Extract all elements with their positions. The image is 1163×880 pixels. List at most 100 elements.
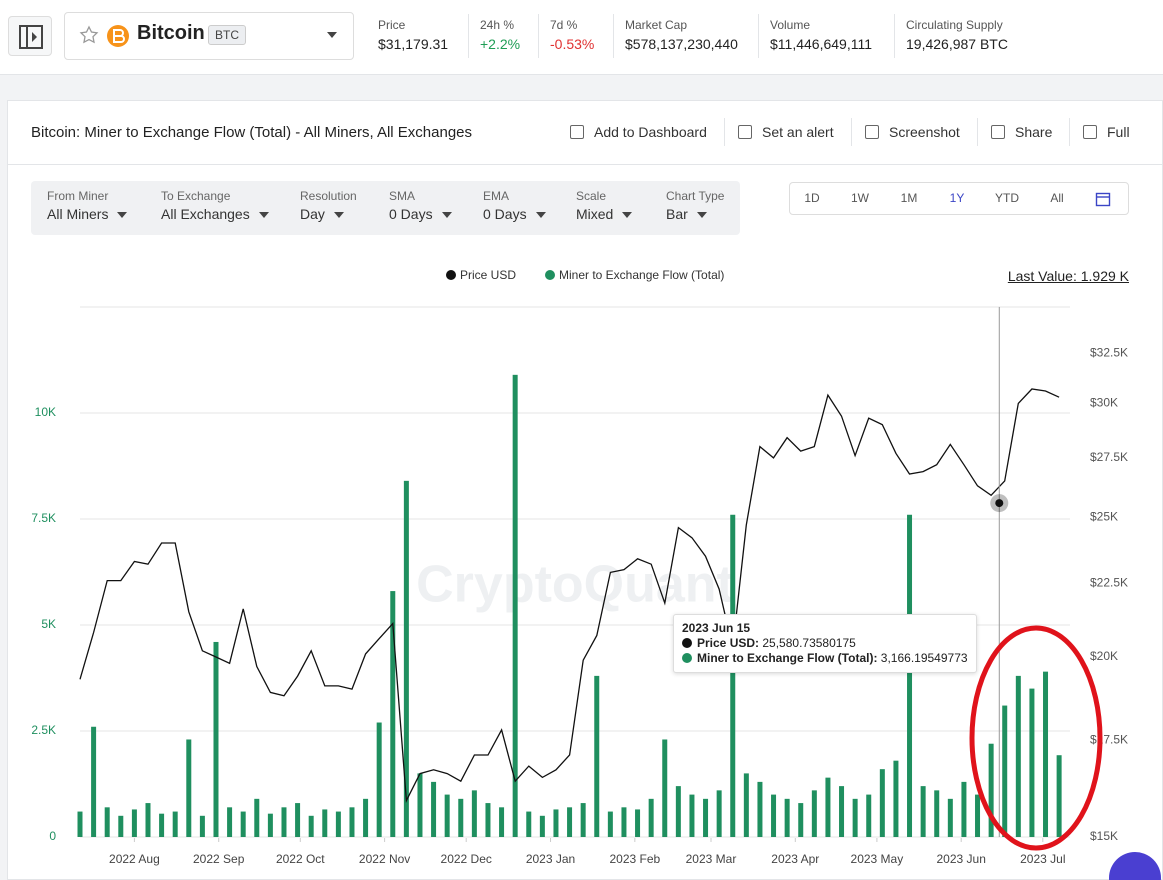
filter-value: Bar <box>666 206 724 222</box>
range-button[interactable]: 1D <box>804 191 820 205</box>
filter[interactable]: Resolution Day <box>300 189 357 222</box>
stat-label: Price <box>378 18 406 32</box>
filter-label: From Miner <box>47 189 109 203</box>
range-button[interactable]: YTD <box>995 191 1019 205</box>
stat-value: 19,426,987 BTC <box>906 36 1008 52</box>
bar <box>308 815 314 837</box>
action-button[interactable]: Share <box>1015 124 1053 140</box>
icon <box>19 25 43 49</box>
filter[interactable]: EMA 0 Days <box>483 189 546 222</box>
bar <box>947 798 953 837</box>
tooltip-date: 2023 Jun 15 <box>682 621 751 635</box>
range-picker <box>789 182 1129 215</box>
bar <box>580 803 586 837</box>
last-value[interactable]: Last Value: 1.929 K <box>1007 268 1129 284</box>
calendar-icon[interactable] <box>1095 191 1111 207</box>
divider <box>7 164 1163 165</box>
separator <box>894 14 895 58</box>
stat-label: 7d % <box>550 18 578 32</box>
filter-label: To Exchange <box>161 189 231 203</box>
watermark: CryptoQuant <box>416 556 734 614</box>
bar <box>757 781 763 837</box>
bar <box>811 790 817 837</box>
y2-tick-label: $15K <box>1090 829 1118 843</box>
bar <box>104 807 110 837</box>
action-button[interactable]: Set an alert <box>762 124 834 140</box>
bar <box>458 798 464 837</box>
filter-value: All Exchanges <box>161 206 269 222</box>
bar <box>444 794 450 837</box>
bar <box>839 786 845 837</box>
top-bar: Bitcoin BTC Price $31,179.31 24h % +2.2% 7d … <box>0 0 1163 75</box>
filter[interactable]: SMA 0 Days <box>389 189 452 222</box>
dot <box>682 638 692 648</box>
stat-value: $578,137,230,440 <box>625 36 738 52</box>
coin-selector[interactable] <box>64 12 354 60</box>
stat: 24h % +2.2% <box>480 18 520 52</box>
bar <box>240 811 246 837</box>
filter-label: Chart Type <box>666 189 725 203</box>
filter[interactable]: To Exchange All Exchanges <box>161 189 269 222</box>
sidebar-toggle[interactable] <box>8 16 52 56</box>
y-tick-label: 0 <box>49 829 56 843</box>
tooltip-name: Miner to Exchange Flow (Total) <box>697 651 877 665</box>
x-tick-label: 2023 Feb <box>609 852 660 866</box>
bar <box>118 815 124 837</box>
bar <box>879 769 885 837</box>
separator <box>538 14 539 58</box>
bar <box>730 514 736 837</box>
bar <box>526 811 532 837</box>
stat-label: Volume <box>770 18 811 32</box>
stat-value: +2.2% <box>480 36 521 52</box>
coin-name: Bitcoin <box>137 22 205 44</box>
y2-tick-label: $17.5K <box>1090 733 1128 747</box>
legend-dot <box>446 270 456 280</box>
x-tick-label: 2023 Jul <box>1020 852 1065 866</box>
bar <box>159 813 165 837</box>
bar <box>920 786 926 837</box>
range-button[interactable]: 1W <box>851 191 869 205</box>
range-button[interactable]: 1Y <box>949 191 965 205</box>
filter-label: SMA <box>389 189 416 203</box>
stat: Circulating Supply 19,426,987 BTC <box>906 18 1008 52</box>
stat-value: $31,179.31 <box>378 36 449 52</box>
tooltip-row: Price USD 25,580.73580175 <box>682 636 968 651</box>
bar <box>471 790 477 837</box>
coin-symbol: BTC <box>208 25 246 45</box>
filter[interactable]: Scale Mixed <box>576 189 632 222</box>
y2-tick-label: $20K <box>1090 649 1118 663</box>
icon <box>79 25 337 47</box>
action-button[interactable]: Full <box>1107 124 1130 140</box>
legend-dot <box>545 270 555 280</box>
bar <box>1029 688 1035 837</box>
bar <box>281 807 287 837</box>
bar <box>403 480 409 837</box>
bar <box>662 739 668 837</box>
filter-value: All Miners <box>47 206 127 222</box>
action-button[interactable]: Screenshot <box>889 124 960 140</box>
bar <box>648 798 654 837</box>
bar <box>131 809 137 837</box>
legend-label: Price USD <box>460 268 516 282</box>
filter[interactable]: From Miner All Miners <box>47 189 127 222</box>
bar <box>172 811 178 837</box>
filter-value: Day <box>300 206 357 222</box>
filter[interactable]: Chart Type Bar <box>666 189 724 222</box>
bar <box>893 760 899 837</box>
bar <box>988 743 994 837</box>
action-button[interactable]: Add to Dashboard <box>594 124 707 140</box>
bar <box>199 815 205 837</box>
bar <box>254 798 260 837</box>
bar <box>1002 705 1008 837</box>
y-tick-label: 5K <box>41 617 56 631</box>
bar <box>349 807 355 837</box>
bar <box>907 514 913 837</box>
bar <box>322 809 328 837</box>
range-button[interactable]: All <box>1050 191 1064 205</box>
bar <box>635 809 641 837</box>
bar <box>390 591 396 837</box>
range-button[interactable]: 1M <box>900 191 918 205</box>
x-tick-label: 2023 Jun <box>937 852 986 866</box>
x-tick-label: 2022 Sep <box>193 852 245 866</box>
